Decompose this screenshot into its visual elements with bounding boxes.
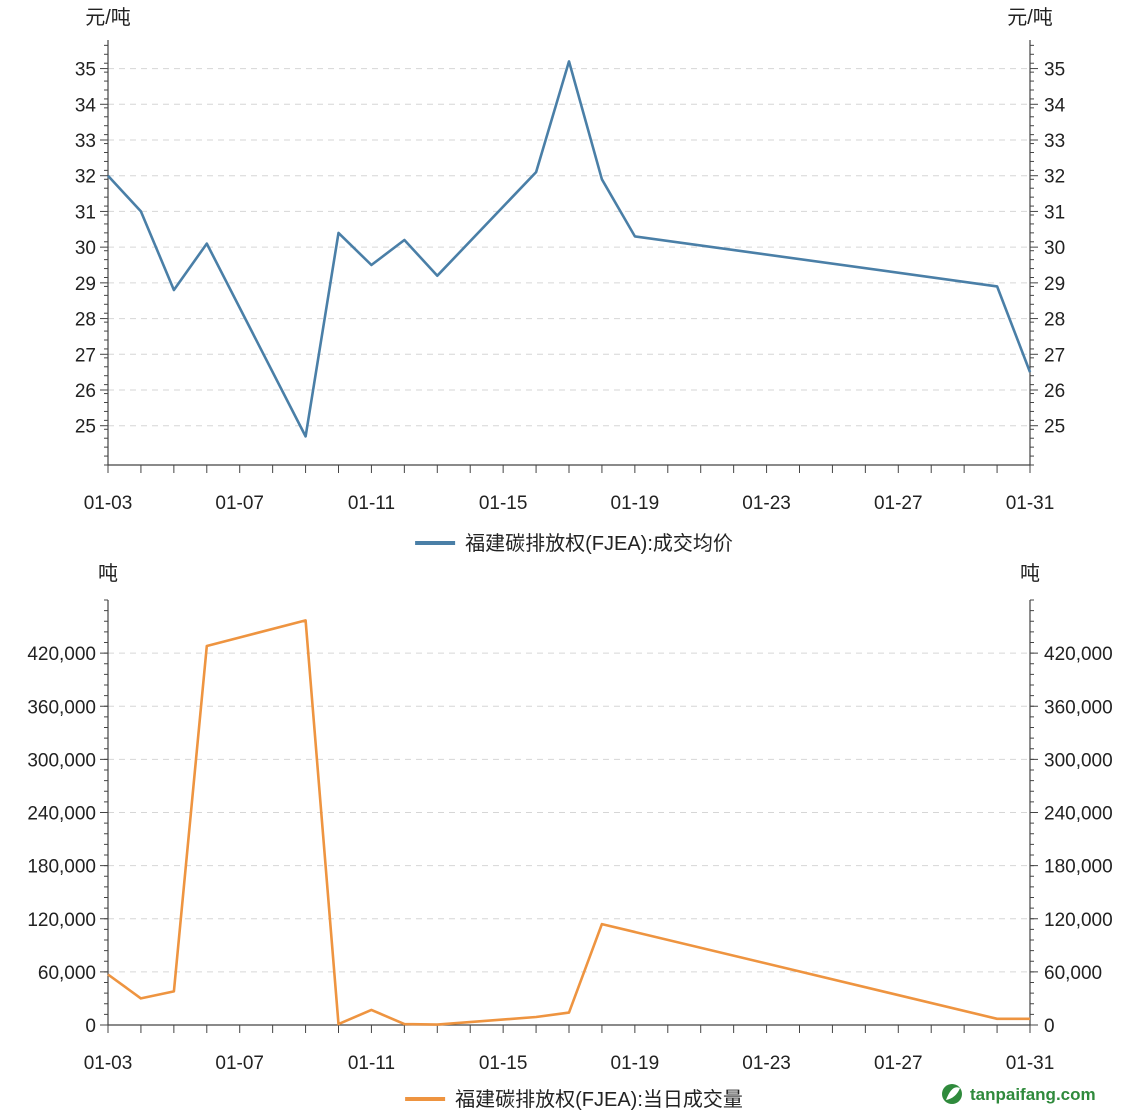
y-tick-label-left: 120,000 [27, 910, 96, 931]
x-tick-label: 01-11 [348, 493, 395, 514]
x-tick-label: 01-03 [84, 493, 133, 514]
watermark: tanpaifang.com [942, 1084, 1096, 1104]
y-tick-label-left: 60,000 [38, 963, 96, 984]
x-tick-label: 01-27 [874, 1053, 923, 1074]
x-tick-label: 01-15 [479, 493, 528, 514]
x-tick-label: 01-31 [1006, 493, 1055, 514]
y-tick-label-left: 240,000 [27, 804, 96, 825]
legend: 福建碳排放权(FJEA):当日成交量 [405, 1088, 743, 1111]
y-tick-label-right: 300,000 [1044, 750, 1113, 771]
y-tick-label-right: 420,000 [1044, 644, 1113, 665]
y-unit-right: 吨 [1020, 562, 1040, 585]
legend: 福建碳排放权(FJEA):成交均价 [415, 532, 733, 555]
y-tick-label-left: 420,000 [27, 644, 96, 665]
volume-chart: 0 0 60,000 60,000 120,000 120,000 180,000 180,0… [27, 562, 1112, 1111]
leaf-logo-icon [942, 1084, 962, 1104]
y-tick-label-right: 180,000 [1044, 857, 1113, 878]
y-tick-label-left: 28 [75, 310, 96, 331]
y-unit-right: 元/吨 [1007, 6, 1053, 29]
y-tick-label-right: 360,000 [1044, 697, 1113, 718]
y-tick-label-right: 34 [1044, 95, 1066, 116]
legend-label: 福建碳排放权(FJEA):当日成交量 [455, 1088, 743, 1111]
y-tick-label-left: 360,000 [27, 697, 96, 718]
y-tick-label-right: 29 [1044, 274, 1065, 295]
y-tick-label-left: 0 [85, 1016, 96, 1037]
x-tick-label: 01-03 [84, 1053, 133, 1074]
y-tick-label-left: 25 [75, 417, 96, 438]
y-tick-label-left: 300,000 [27, 750, 96, 771]
y-tick-label-left: 30 [75, 238, 96, 259]
y-unit-left: 元/吨 [85, 6, 131, 29]
y-tick-label-left: 27 [75, 345, 96, 366]
price-chart: 25 25 26 26 27 27 28 28 29 29 30 30 31 31 32 32 33 33 34 34… [75, 6, 1066, 555]
watermark-text: tanpaifang.com [970, 1085, 1096, 1104]
y-tick-label-right: 0 [1044, 1016, 1055, 1037]
y-tick-label-left: 35 [75, 60, 96, 81]
y-tick-label-left: 31 [75, 202, 96, 223]
legend-label: 福建碳排放权(FJEA):成交均价 [465, 532, 733, 555]
y-tick-label-right: 25 [1044, 417, 1065, 438]
y-tick-label-right: 31 [1044, 202, 1065, 223]
y-tick-label-right: 60,000 [1044, 963, 1102, 984]
x-tick-label: 01-19 [611, 1053, 660, 1074]
series-line [107, 60, 1032, 438]
x-tick-label: 01-11 [348, 1053, 395, 1074]
y-tick-label-right: 240,000 [1044, 804, 1113, 825]
x-tick-label: 01-15 [479, 1053, 528, 1074]
x-tick-label: 01-31 [1006, 1053, 1055, 1074]
y-tick-label-right: 28 [1044, 310, 1065, 331]
y-tick-label-left: 26 [75, 381, 96, 402]
x-tick-label: 01-07 [215, 1053, 264, 1074]
y-tick-label-right: 30 [1044, 238, 1065, 259]
y-tick-label-right: 120,000 [1044, 910, 1113, 931]
x-tick-label: 01-19 [611, 493, 660, 514]
y-tick-label-right: 35 [1044, 60, 1065, 81]
y-tick-label-right: 33 [1044, 131, 1065, 152]
y-tick-label-right: 26 [1044, 381, 1065, 402]
y-tick-label-right: 27 [1044, 345, 1065, 366]
y-unit-left: 吨 [98, 562, 118, 585]
y-tick-label-left: 180,000 [27, 857, 96, 878]
y-tick-label-left: 29 [75, 274, 96, 295]
x-tick-label: 01-23 [742, 1053, 791, 1074]
x-tick-label: 01-23 [742, 493, 791, 514]
y-tick-label-left: 32 [75, 167, 96, 188]
y-tick-label-right: 32 [1044, 167, 1065, 188]
x-tick-label: 01-07 [215, 493, 264, 514]
x-tick-label: 01-27 [874, 493, 923, 514]
y-tick-label-left: 34 [75, 95, 97, 116]
y-tick-label-left: 33 [75, 131, 96, 152]
series-line [107, 619, 1030, 1026]
